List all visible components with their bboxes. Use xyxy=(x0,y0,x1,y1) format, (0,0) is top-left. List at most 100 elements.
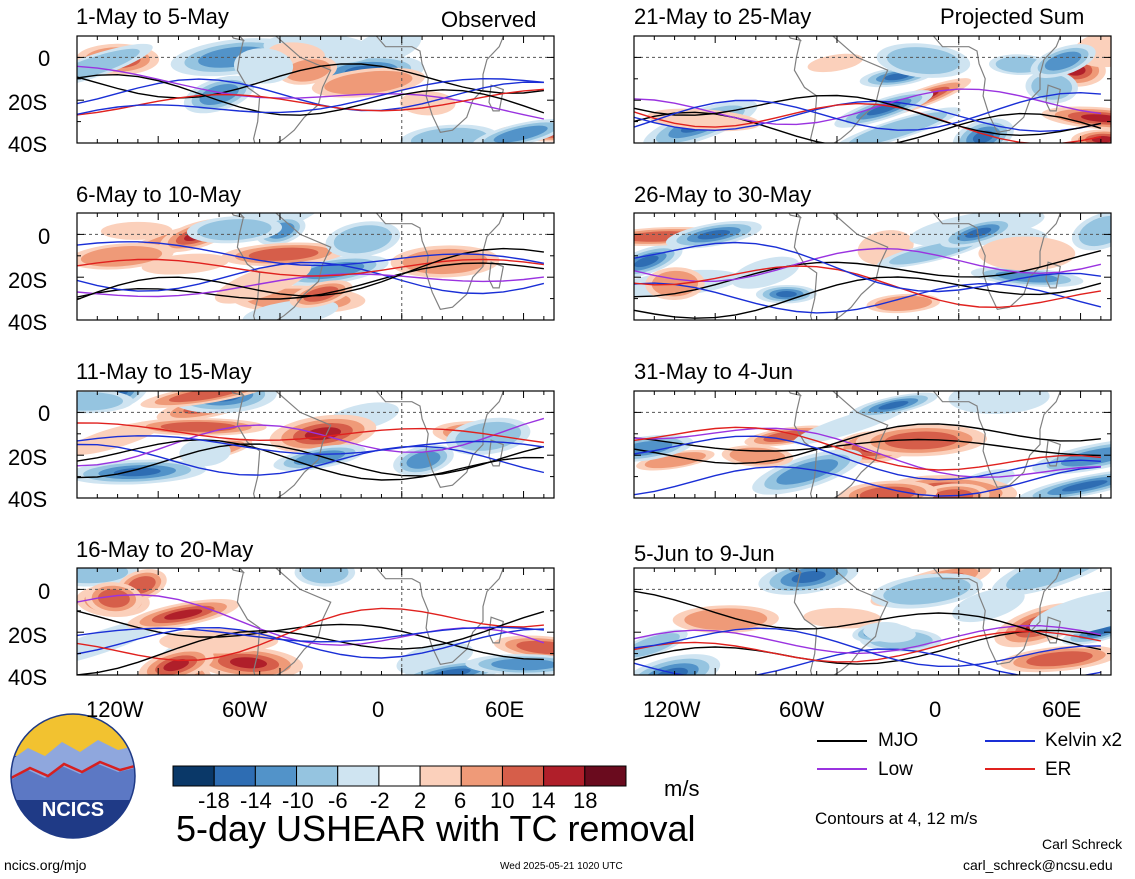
x-tick-label: 60E xyxy=(1042,697,1082,722)
shading-blob xyxy=(233,48,294,84)
shading-blob xyxy=(776,291,797,298)
contour-line xyxy=(77,258,544,277)
colorbar-swatch xyxy=(543,765,586,787)
colorbar-units: m/s xyxy=(664,776,700,801)
coastline xyxy=(375,568,505,665)
coastline xyxy=(488,84,504,112)
shading-blob xyxy=(324,70,413,95)
coastline xyxy=(932,391,1062,488)
coastline xyxy=(932,213,1062,310)
contour-line xyxy=(77,443,545,476)
shading-blob xyxy=(77,391,124,411)
site-link[interactable]: ncics.org/mjo xyxy=(4,857,87,873)
coastline xyxy=(488,439,504,467)
colorbar-swatch xyxy=(378,765,421,787)
shading-blob xyxy=(97,589,130,608)
x-tick-label: 120W xyxy=(86,697,144,722)
panel-frame xyxy=(76,212,555,321)
shading-blob xyxy=(179,438,231,467)
panel-title: 26-May to 30-May xyxy=(634,182,812,207)
panel-frame xyxy=(633,212,1112,321)
contour-line xyxy=(77,626,544,643)
contour-line xyxy=(634,88,1102,126)
shading-blob xyxy=(952,588,1025,623)
contour-line xyxy=(634,250,1102,298)
y-tick-label: 40S xyxy=(8,665,48,690)
x-tick-label: 0 xyxy=(372,697,385,722)
panel-frame xyxy=(76,390,555,499)
coastline xyxy=(488,261,504,289)
coastline xyxy=(1036,175,1081,209)
x-tick-label: 0 xyxy=(929,697,942,722)
coastline xyxy=(479,353,524,387)
coastline xyxy=(1045,261,1061,289)
coastline xyxy=(788,213,803,219)
contour-line xyxy=(77,63,544,99)
y-tick-label: 20S xyxy=(8,268,48,293)
contour-line xyxy=(634,590,1102,651)
coastline xyxy=(793,36,889,143)
colorbar-label: 18 xyxy=(573,788,598,813)
contour-line xyxy=(77,435,544,456)
map-panel xyxy=(633,390,1112,499)
shading-blob xyxy=(634,255,659,268)
colorbar-label: 2 xyxy=(414,788,427,813)
panel-title: 11-May to 15-May xyxy=(76,359,252,384)
coastline xyxy=(231,213,246,219)
coastline xyxy=(236,213,332,320)
contour-line xyxy=(77,261,545,295)
shading-blob xyxy=(100,221,173,240)
colorbar-swatch xyxy=(296,765,339,787)
contour-line xyxy=(77,439,544,481)
contour-line xyxy=(634,94,1102,137)
map-panel xyxy=(76,567,555,676)
panel-frame xyxy=(633,390,1112,499)
panel-frame xyxy=(633,35,1112,144)
shading-blob xyxy=(301,568,349,584)
shading-blob xyxy=(214,261,312,304)
contour-line xyxy=(634,627,1101,668)
y-tick-label: 0 xyxy=(38,46,51,71)
contour-line xyxy=(634,630,1102,663)
contour-line xyxy=(77,610,544,661)
coastline xyxy=(231,391,246,397)
colorbar-label: -14 xyxy=(240,788,272,813)
shading-blob xyxy=(931,489,974,498)
logo-hills xyxy=(11,764,135,800)
map-panel xyxy=(76,35,555,144)
contour-line xyxy=(77,607,544,662)
shading-blob xyxy=(684,608,768,631)
colorbar-label: 6 xyxy=(454,788,467,813)
coastline xyxy=(1036,530,1081,564)
shading-blob xyxy=(948,391,1050,415)
shading-blob xyxy=(884,431,959,450)
colorbar-swatch xyxy=(584,765,627,787)
coastline xyxy=(236,36,332,143)
shading-blob xyxy=(884,73,910,81)
panel-title: 1-May to 5-May xyxy=(76,4,229,29)
map-panel xyxy=(633,530,1112,676)
colorbar-swatch xyxy=(213,765,256,787)
shading-blob xyxy=(80,246,163,267)
x-tick-label: 60W xyxy=(779,697,825,722)
map-panel xyxy=(76,353,555,499)
colorbar-label: 14 xyxy=(531,788,556,813)
shading-blob xyxy=(163,659,189,672)
coastline xyxy=(375,36,505,133)
coastline xyxy=(788,36,803,42)
contour-line xyxy=(77,88,544,116)
panel-title: 16-May to 20-May xyxy=(76,537,254,562)
panel-frame xyxy=(633,567,1112,676)
email[interactable]: carl_schreck@ncsu.edu xyxy=(963,857,1113,873)
shading-blob xyxy=(432,668,471,675)
shading-blob xyxy=(866,102,901,116)
contour-line xyxy=(634,427,1101,479)
shading-blob xyxy=(333,225,392,254)
contour-line xyxy=(77,73,545,116)
colorbar-swatch xyxy=(460,765,503,787)
panel-title: 21-May to 25-May xyxy=(634,4,812,29)
colorbar-label: -6 xyxy=(328,788,348,813)
shading-blob xyxy=(878,401,909,410)
coastline xyxy=(1045,616,1061,644)
